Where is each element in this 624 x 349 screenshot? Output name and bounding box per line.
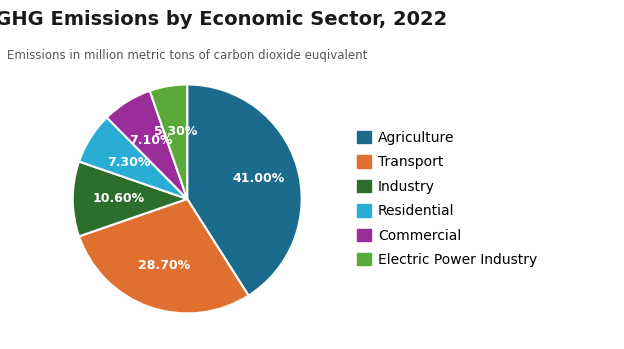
Text: 41.00%: 41.00%	[233, 172, 285, 185]
Text: 7.30%: 7.30%	[107, 156, 151, 169]
Text: Emissions in million metric tons of carbon dioxide euqivalent: Emissions in million metric tons of carb…	[7, 49, 368, 62]
Legend: Agriculture, Transport, Industry, Residential, Commercial, Electric Power Indust: Agriculture, Transport, Industry, Reside…	[351, 125, 543, 273]
Wedge shape	[79, 199, 248, 313]
Wedge shape	[187, 84, 301, 296]
Wedge shape	[107, 91, 187, 199]
Text: Idaho GHG Emissions by Economic Sector, 2022: Idaho GHG Emissions by Economic Sector, …	[0, 10, 447, 29]
Wedge shape	[73, 162, 187, 236]
Wedge shape	[79, 118, 187, 199]
Text: 10.60%: 10.60%	[92, 192, 145, 206]
Text: 28.70%: 28.70%	[138, 259, 190, 273]
Text: 5.30%: 5.30%	[154, 125, 198, 138]
Text: 7.10%: 7.10%	[129, 134, 173, 147]
Wedge shape	[150, 84, 187, 199]
